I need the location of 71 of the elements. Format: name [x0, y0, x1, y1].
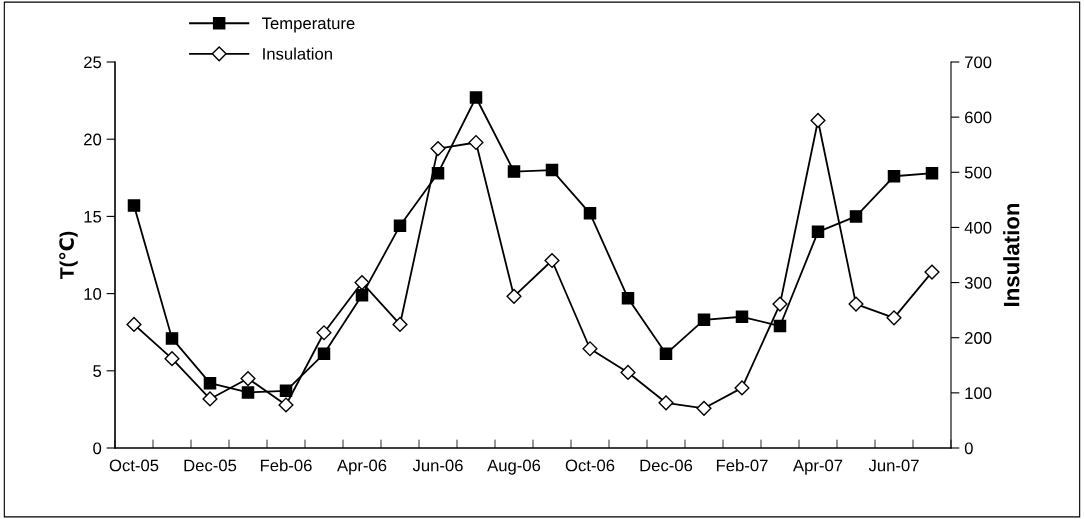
y-tick-label: 5 — [93, 365, 102, 377]
y-tick-label: 25 — [84, 56, 102, 69]
point — [355, 288, 369, 302]
y-tick-label: 15 — [84, 210, 102, 223]
point — [848, 296, 864, 312]
point — [507, 165, 521, 178]
x-tick-label: Oct-06 — [565, 459, 615, 472]
point — [582, 341, 598, 357]
point — [696, 400, 712, 416]
y2-tick-label: 0 — [964, 442, 973, 455]
x-tick-label: Feb-07 — [716, 459, 768, 472]
y2-tick-label: 400 — [964, 221, 992, 234]
point — [583, 207, 597, 220]
point — [506, 288, 522, 304]
point — [658, 395, 674, 411]
point — [620, 364, 636, 381]
legend-label: Insulation — [263, 47, 332, 60]
point — [811, 225, 825, 239]
point — [772, 296, 788, 312]
y2-tick-label: 700 — [965, 56, 992, 69]
point — [469, 91, 483, 104]
point — [126, 316, 142, 333]
point — [316, 325, 332, 341]
point — [202, 391, 218, 407]
point — [164, 351, 180, 367]
point — [545, 163, 559, 177]
point — [887, 170, 901, 183]
point — [165, 332, 179, 345]
x-tick-label: Dec-06 — [640, 459, 693, 472]
legend-label: Temperature — [262, 17, 355, 33]
point — [621, 291, 635, 305]
x-tick-label: Aug-06 — [487, 459, 541, 475]
y2-tick-label: 600 — [965, 111, 992, 124]
point — [810, 112, 826, 129]
y2-tick-label: 500 — [964, 166, 992, 179]
y2-tick-label: 100 — [965, 387, 992, 400]
point — [886, 310, 902, 326]
point — [659, 347, 673, 361]
point — [393, 219, 407, 232]
y2-axis-title: Insulation — [1003, 203, 1020, 306]
point — [849, 210, 863, 223]
y-tick-label: 0 — [93, 442, 102, 455]
point — [925, 166, 939, 180]
x-tick-label: Jun-07 — [868, 459, 919, 472]
point — [697, 313, 711, 327]
point — [430, 141, 446, 157]
point — [544, 252, 560, 269]
point — [203, 376, 217, 390]
y2-tick-label: 200 — [965, 332, 992, 344]
point — [773, 319, 787, 333]
point — [734, 380, 750, 396]
y-tick-label: 20 — [84, 133, 102, 146]
point — [278, 397, 294, 413]
y-tick-label: 10 — [84, 288, 102, 300]
point — [240, 370, 256, 387]
point — [241, 386, 255, 399]
point — [317, 347, 331, 361]
x-tick-label: Apr-06 — [337, 459, 387, 475]
x-tick-label: Apr-07 — [793, 459, 843, 475]
y2-tick-label: 300 — [964, 276, 992, 289]
point — [924, 264, 940, 280]
point — [354, 275, 370, 291]
point — [468, 134, 484, 151]
x-tick-label: Feb-06 — [260, 459, 312, 472]
point — [127, 199, 141, 212]
x-tick-label: Dec-05 — [184, 459, 237, 472]
x-tick-label: Oct-05 — [109, 459, 159, 472]
y-axis-title: T(℃) — [59, 231, 78, 279]
point — [735, 310, 749, 324]
x-tick-label: Jun-06 — [412, 459, 463, 472]
point — [392, 316, 408, 333]
